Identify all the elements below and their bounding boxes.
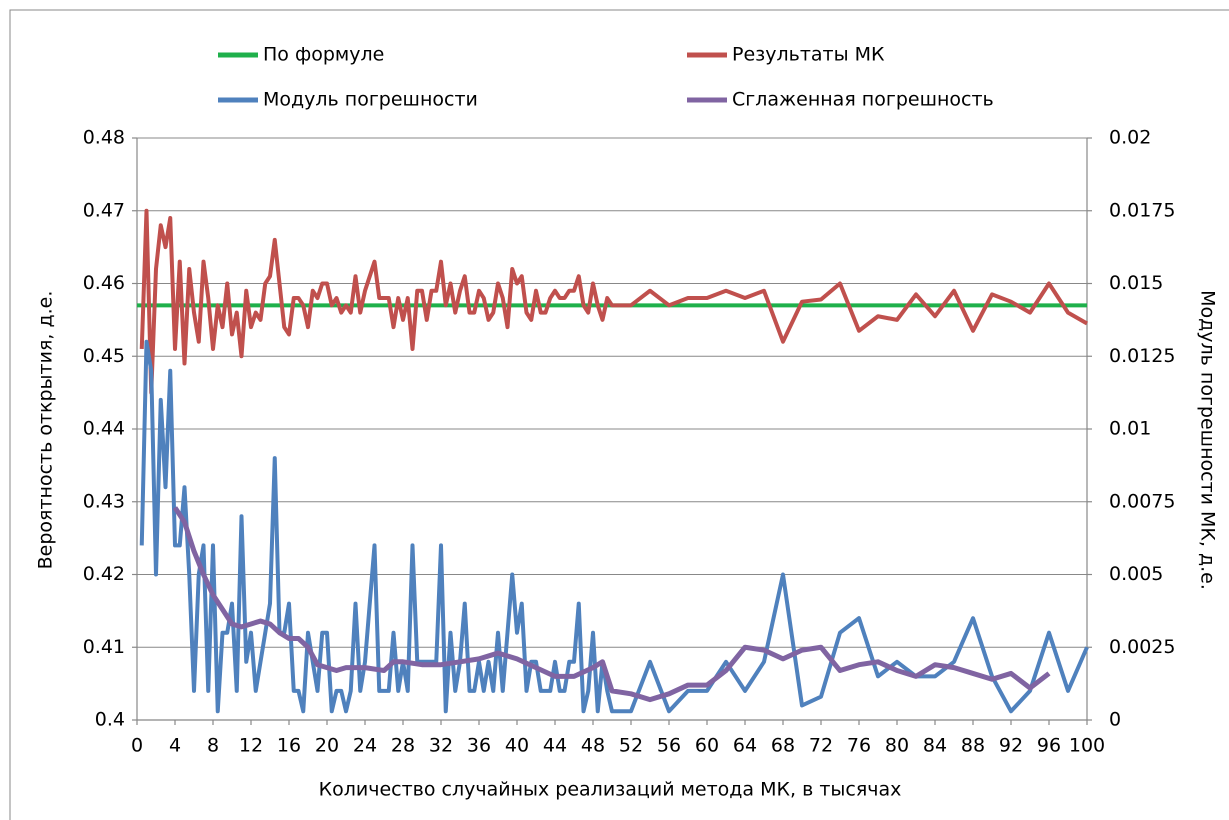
x-axis-label: Количество случайных реализаций метода М… <box>319 779 902 801</box>
x-tick-label: 8 <box>207 735 219 757</box>
y-tick-label: 0.46 <box>83 272 125 294</box>
legend-label: Модуль погрешности <box>263 89 478 111</box>
x-tick-label: 20 <box>315 735 339 757</box>
y2-tick-label: 0.0025 <box>1109 636 1175 658</box>
series-line <box>172 506 1051 703</box>
y-tick-label: 0.41 <box>83 636 125 658</box>
y2-tick-label: 0.005 <box>1109 563 1163 585</box>
x-tick-label: 32 <box>429 735 453 757</box>
series-line <box>139 208 1088 395</box>
y2-tick-label: 0 <box>1109 709 1121 731</box>
x-tick-label: 4 <box>169 735 181 757</box>
legend-label: Результаты МК <box>732 44 885 66</box>
y-tick-label: 0.4 <box>95 709 125 731</box>
y2-tick-label: 0.015 <box>1109 272 1163 294</box>
x-tick-label: 56 <box>657 735 681 757</box>
y2-tick-label: 0.01 <box>1109 418 1151 440</box>
y-tick-label: 0.43 <box>83 490 125 512</box>
y-axis-label: Вероятность открытия, д.е. <box>35 291 57 570</box>
y2-tick-label: 0.02 <box>1109 127 1151 149</box>
y2-axis-label: Модуль погрешности МК, д.е. <box>1197 290 1219 590</box>
legend-label: По формуле <box>263 44 384 66</box>
y2-tick-label: 0.0075 <box>1109 490 1175 512</box>
legend-label: Сглаженная погрешность <box>732 89 994 111</box>
y2-tick-label: 0.0175 <box>1109 199 1175 221</box>
x-tick-label: 36 <box>467 735 491 757</box>
x-tick-label: 96 <box>1037 735 1061 757</box>
x-tick-label: 76 <box>847 735 871 757</box>
x-tick-label: 16 <box>277 735 301 757</box>
x-tick-label: 44 <box>543 735 567 757</box>
x-tick-label: 40 <box>505 735 529 757</box>
x-tick-label: 0 <box>131 735 143 757</box>
y2-tick-label: 0.0125 <box>1109 345 1175 367</box>
y-tick-label: 0.42 <box>83 563 125 585</box>
x-tick-label: 68 <box>771 735 795 757</box>
chart-frame <box>9 9 1229 820</box>
y-tick-label: 0.44 <box>83 418 125 440</box>
series-line <box>139 339 1089 714</box>
x-tick-label: 12 <box>239 735 263 757</box>
y-tick-label: 0.48 <box>83 127 125 149</box>
y-tick-label: 0.47 <box>83 199 125 221</box>
x-tick-label: 72 <box>809 735 833 757</box>
x-tick-label: 80 <box>885 735 909 757</box>
x-tick-label: 28 <box>391 735 415 757</box>
y-tick-label: 0.45 <box>83 345 125 367</box>
x-tick-label: 24 <box>353 735 377 757</box>
x-tick-label: 92 <box>999 735 1023 757</box>
x-tick-label: 100 <box>1069 735 1105 757</box>
x-tick-label: 88 <box>961 735 985 757</box>
x-tick-label: 52 <box>619 735 643 757</box>
x-tick-label: 48 <box>581 735 605 757</box>
x-tick-label: 84 <box>923 735 947 757</box>
x-tick-label: 60 <box>695 735 719 757</box>
x-tick-label: 64 <box>733 735 757 757</box>
